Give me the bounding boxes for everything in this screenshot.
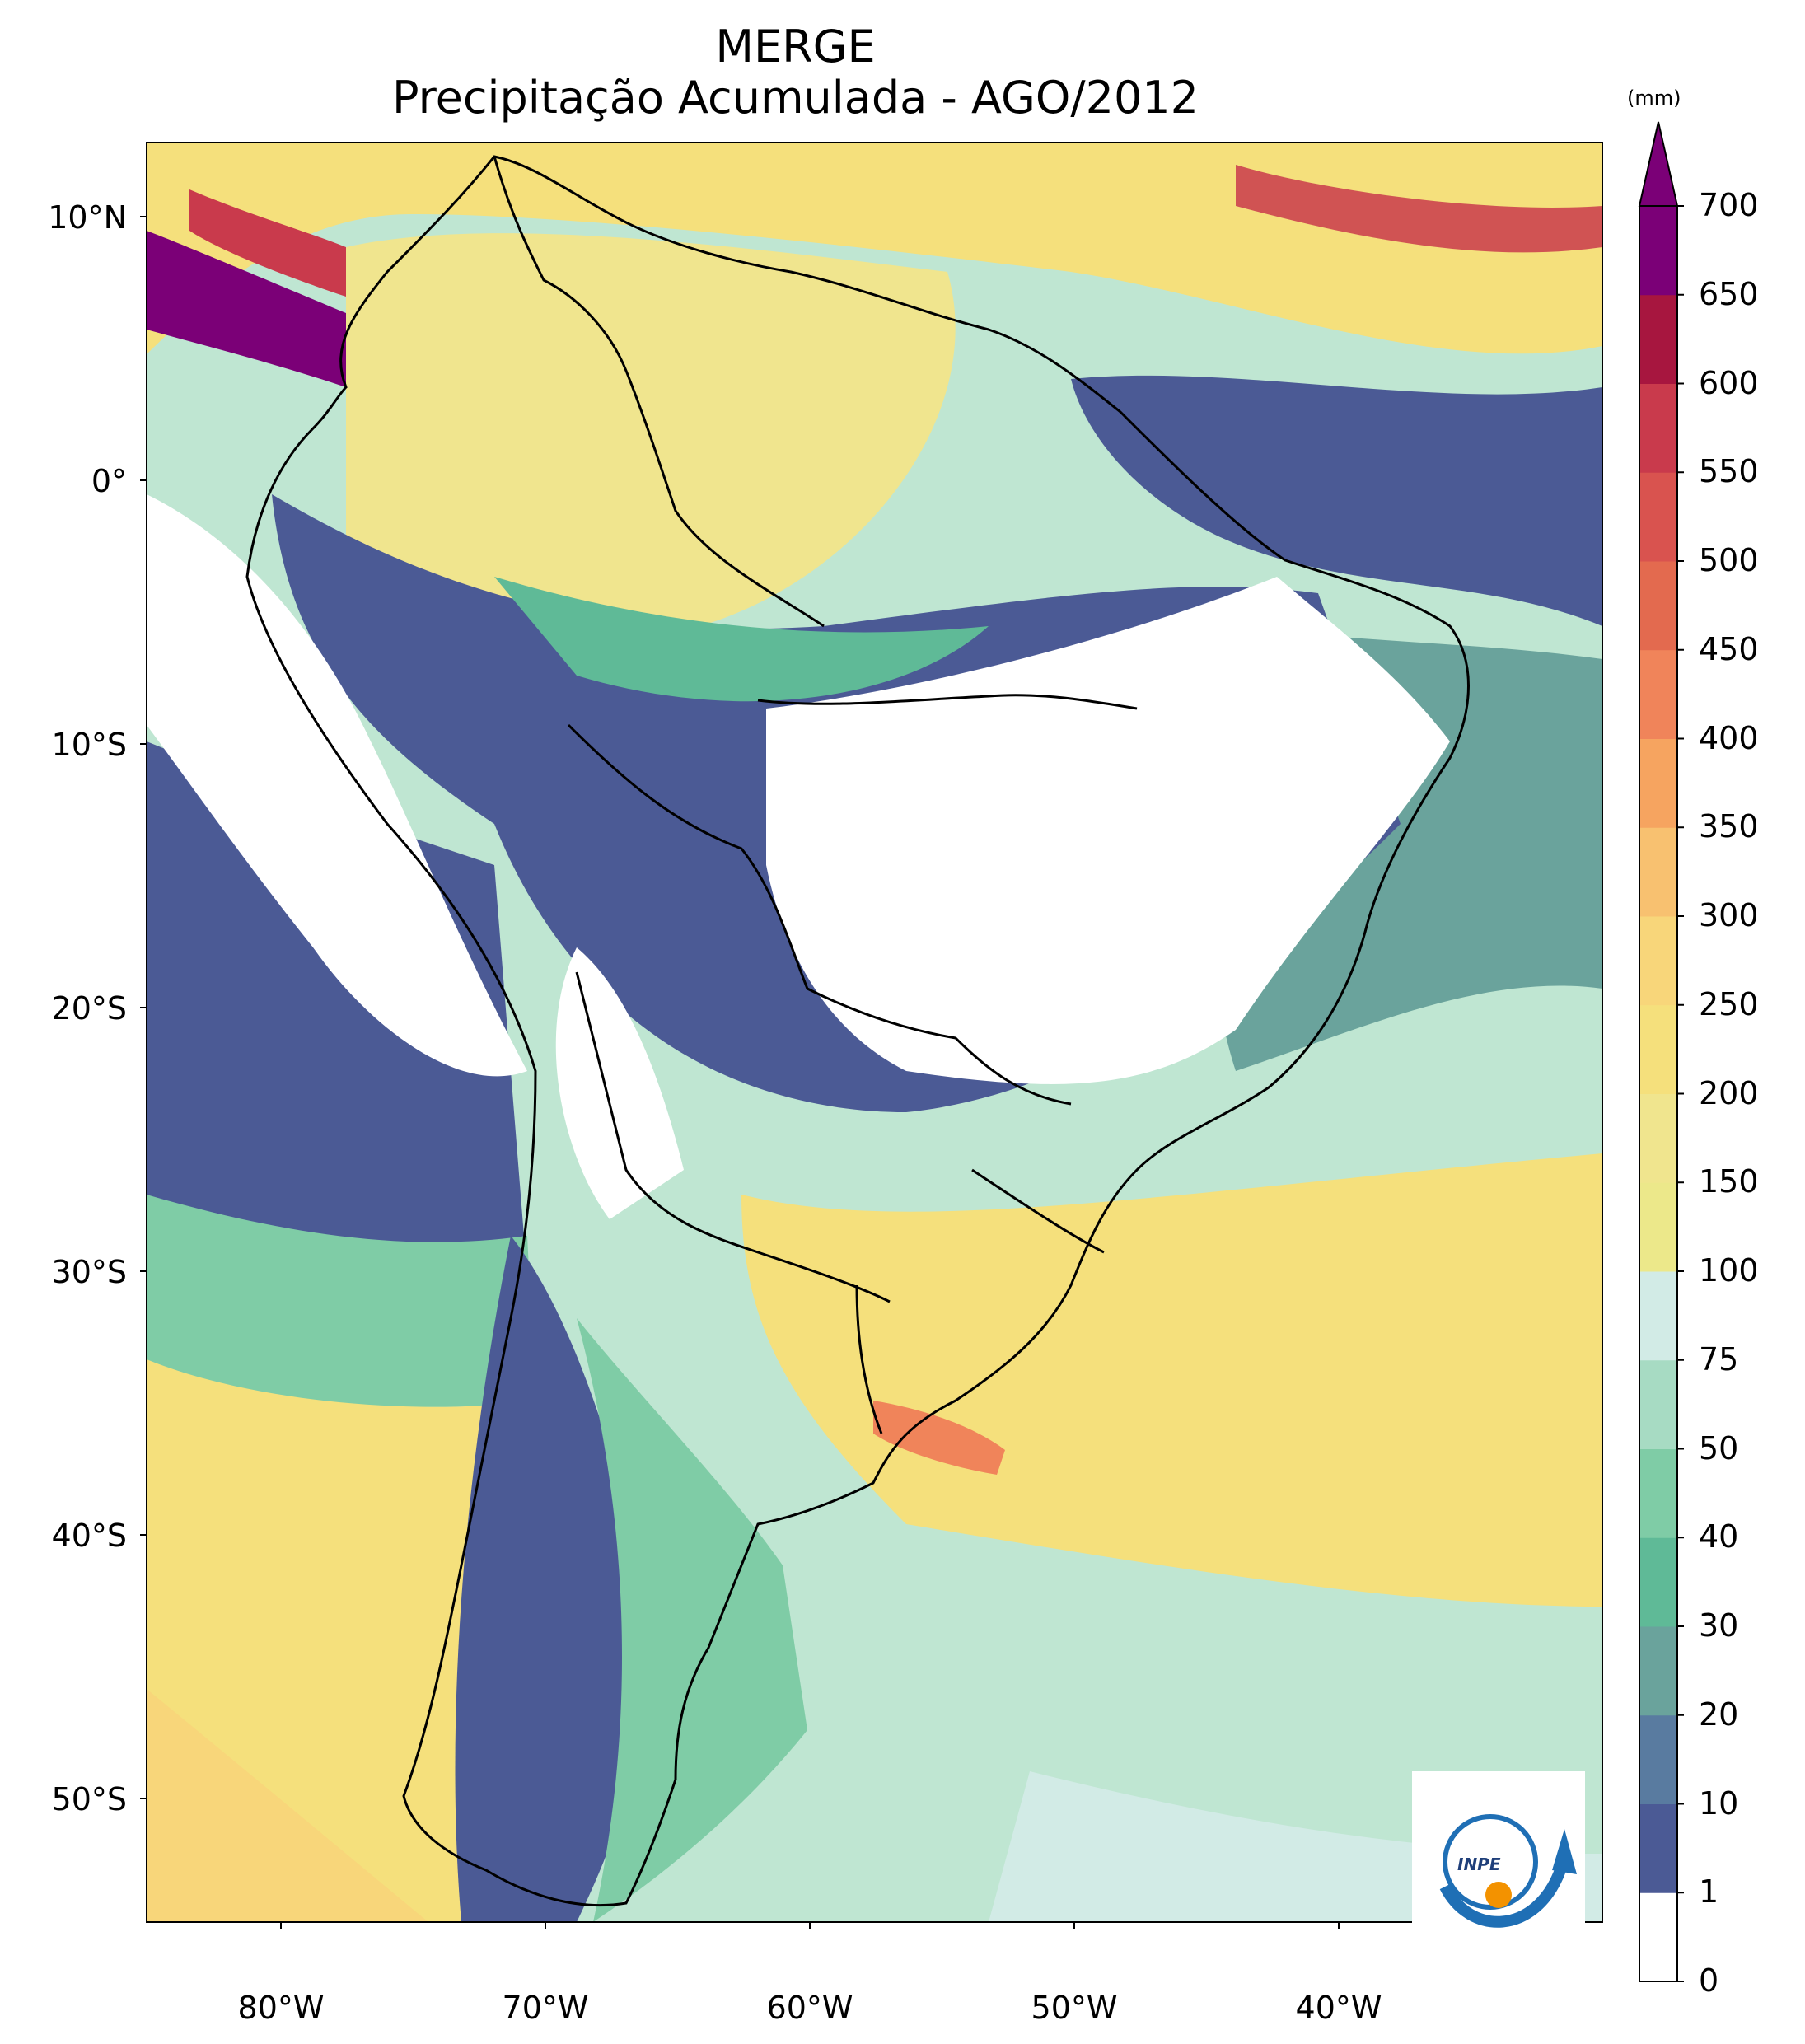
- colorbar-swatch: [1639, 1359, 1677, 1449]
- axis-ticks: [140, 216, 1340, 1929]
- map-subtitle: Precipitação Acumulada - AGO/2012: [391, 72, 1199, 124]
- colorbar-swatch: [1639, 738, 1677, 828]
- colorbar-level-label: 75: [1699, 1340, 1739, 1377]
- colorbar-swatch: [1639, 1803, 1677, 1893]
- lon-tick-label: 40°W: [1295, 1990, 1382, 2026]
- lon-tick-label: 70°W: [502, 1990, 589, 2026]
- colorbar-swatch: [1639, 1448, 1677, 1538]
- colorbar-swatch: [1639, 1626, 1677, 1716]
- colorbar-swatch: [1639, 1004, 1677, 1094]
- coastline: [245, 155, 1470, 1907]
- lat-tick-label: 50°S: [51, 1781, 127, 1817]
- lat-tick-label: 30°S: [51, 1254, 127, 1290]
- colorbar-swatch: [1639, 649, 1677, 739]
- colorbar-level-label: 350: [1699, 808, 1759, 845]
- colorbar-extend-arrow: [1638, 121, 1679, 207]
- colorbar-level-label: 100: [1699, 1252, 1759, 1289]
- colorbar-level-label: 400: [1699, 719, 1759, 756]
- colorbar-level-label: 250: [1699, 985, 1759, 1022]
- colorbar-level-label: 550: [1699, 453, 1759, 490]
- lat-tick-label: 0°: [91, 463, 127, 499]
- colorbar-swatch: [1639, 1537, 1677, 1627]
- precipitation-field: [147, 143, 1602, 1922]
- colorbar-swatch: [1639, 472, 1677, 562]
- colorbar-unit: (mm): [1627, 87, 1681, 110]
- colorbar-level-label: 40: [1699, 1518, 1739, 1555]
- colorbar-level-label: 10: [1699, 1784, 1739, 1822]
- lat-tick-label: 10°N: [48, 199, 127, 236]
- colorbar-swatch: [1639, 827, 1677, 917]
- lon-tick-label: 80°W: [237, 1990, 325, 2026]
- colorbar-swatch: [1639, 1182, 1677, 1272]
- inpe-logo: INPE: [1412, 1771, 1585, 1944]
- colorbar-level-label: 650: [1699, 275, 1759, 312]
- logo-text: INPE: [1457, 1855, 1501, 1874]
- colorbar-swatch: [1639, 383, 1677, 473]
- colorbar-swatch: [1639, 1892, 1677, 1982]
- colorbar-swatch: [1639, 1714, 1677, 1804]
- colorbar-swatch: [1639, 1271, 1677, 1361]
- colorbar-level-label: 50: [1699, 1429, 1739, 1466]
- lat-tick-label: 20°S: [51, 990, 127, 1027]
- lat-tick-label: 40°S: [51, 1518, 127, 1554]
- colorbar-level-label: 30: [1699, 1607, 1739, 1644]
- colorbar-level-label: 600: [1699, 364, 1759, 401]
- colorbar-level-label: 150: [1699, 1163, 1759, 1200]
- lat-tick-label: 10°S: [51, 727, 127, 763]
- colorbar-level-label: 1: [1699, 1873, 1719, 1911]
- colorbar-swatch: [1639, 561, 1677, 651]
- colorbar-swatch: [1639, 916, 1677, 1006]
- colorbar: [1638, 121, 1684, 1982]
- colorbar-level-label: 20: [1699, 1696, 1739, 1733]
- colorbar-swatch: [1639, 294, 1677, 384]
- colorbar-swatch: [1639, 1093, 1677, 1183]
- lon-tick-label: 50°W: [1031, 1990, 1118, 2026]
- colorbar-level-label: 450: [1699, 630, 1759, 667]
- colorbar-swatch: [1639, 206, 1677, 296]
- colorbar-level-label: 500: [1699, 542, 1759, 578]
- map-title: MERGE: [715, 21, 876, 72]
- map-frame: [146, 142, 1603, 1923]
- colorbar-level-label: 300: [1699, 897, 1759, 933]
- colorbar-level-label: 200: [1699, 1074, 1759, 1111]
- colorbar-level-label: 700: [1699, 187, 1759, 223]
- lon-tick-label: 60°W: [766, 1990, 853, 2026]
- colorbar-level-label: 0: [1699, 1962, 1719, 1999]
